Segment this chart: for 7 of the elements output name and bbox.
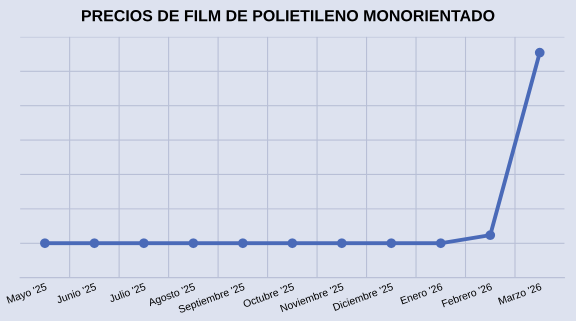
x-tick-label: Julio '25 — [108, 282, 146, 302]
chart-title: PRECIOS DE FILM DE POLIETILENO MONORIENTADO — [82, 10, 494, 22]
x-tick-label: Enero '26 — [400, 282, 443, 304]
x-tick-label: Mayo '25 — [6, 282, 48, 306]
x-tick-label: Junio '25 — [56, 282, 97, 304]
x-tick-label: Marzo '26 — [498, 282, 542, 305]
x-tick-label: Febrero '26 — [441, 282, 492, 308]
